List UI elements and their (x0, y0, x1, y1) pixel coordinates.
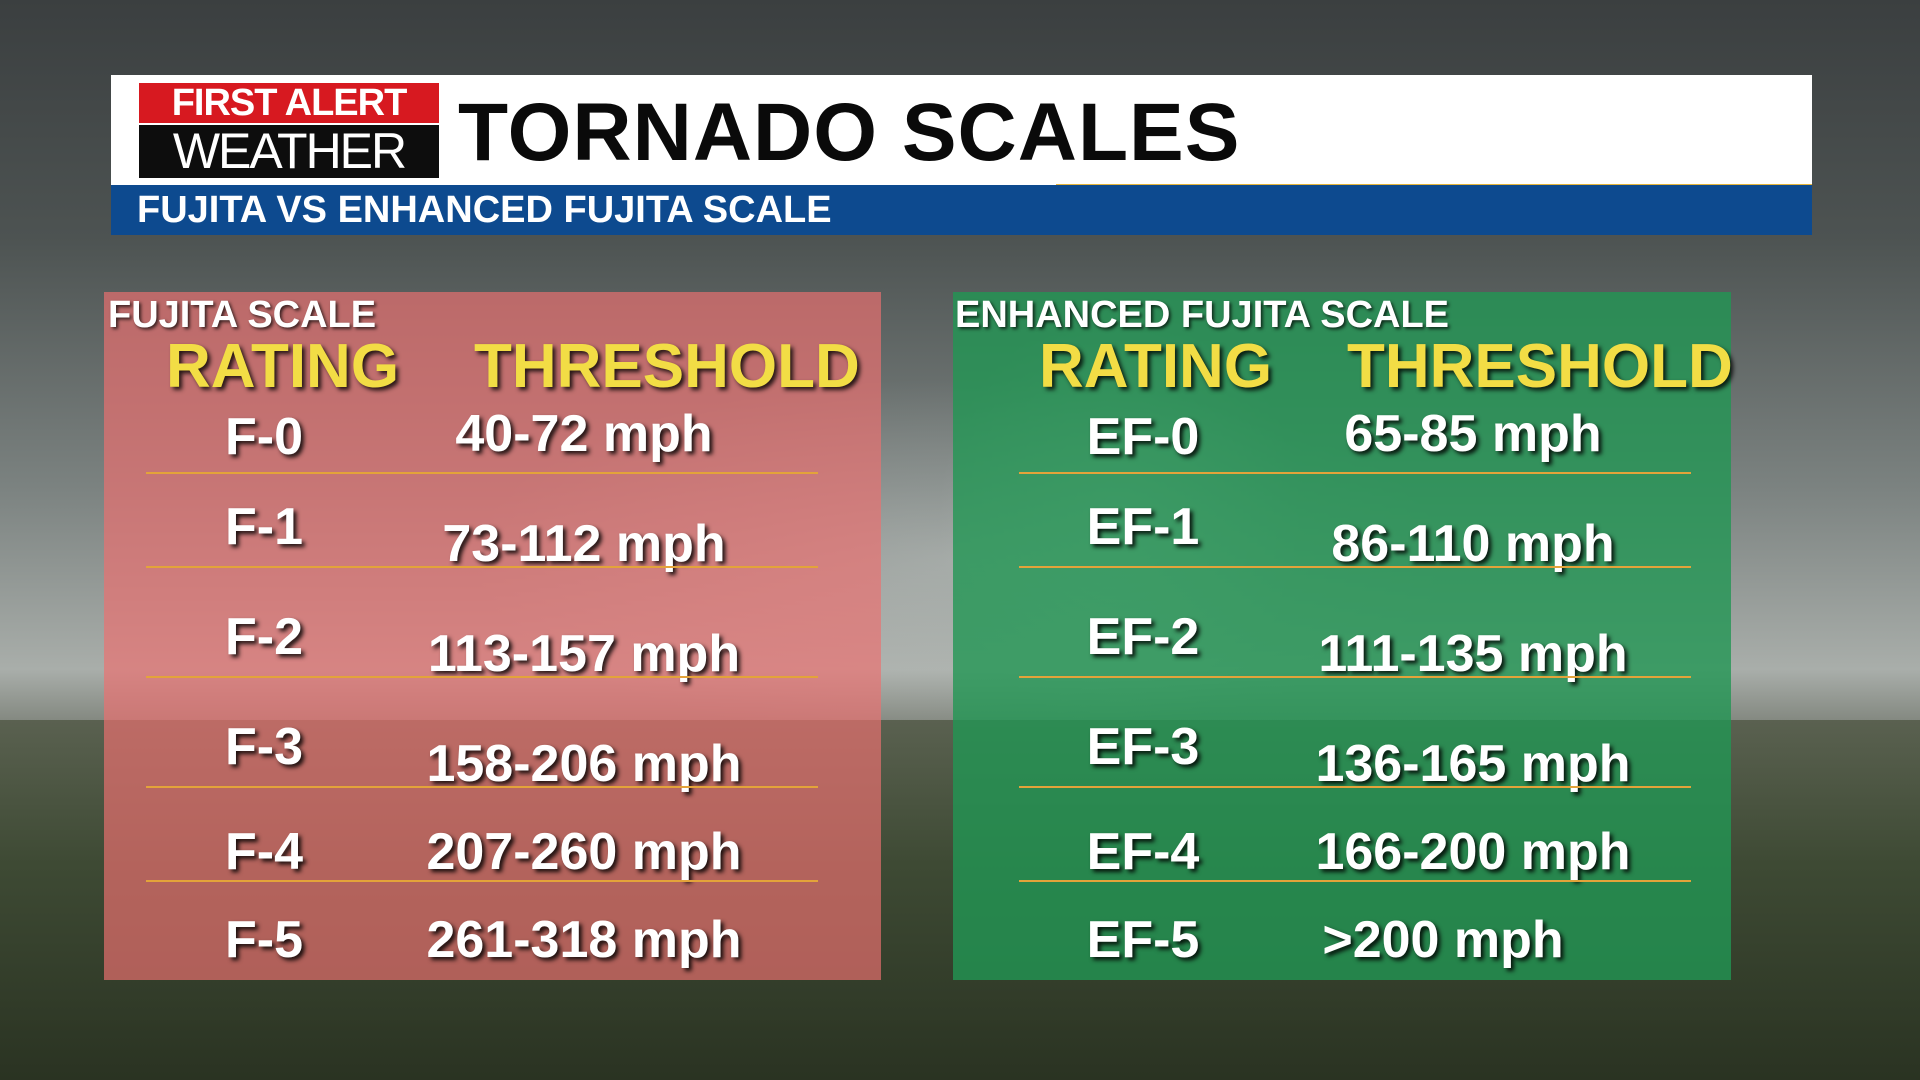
enhanced-rating: EF-3 (1086, 718, 1200, 776)
fujita-rating: F-1 (225, 498, 303, 556)
enhanced-rating-header: RATING (1039, 332, 1273, 401)
fujita-rating: F-4 (225, 823, 303, 881)
fujita-rating-header: RATING (166, 332, 400, 401)
enhanced-rating: EF-0 (1086, 408, 1200, 466)
title-bar: FIRST ALERT WEATHER TORNADO SCALES (111, 75, 1812, 187)
enhanced-scale-title: ENHANCED FUJITA SCALE (955, 294, 1450, 336)
fujita-row-f2: F-2 113-157 mph (104, 607, 881, 687)
enhanced-threshold: 65-85 mph (1344, 405, 1602, 463)
subtitle-bar: FUJITA VS ENHANCED FUJITA SCALE (111, 185, 1812, 235)
enhanced-threshold-header: THRESHOLD (1347, 332, 1733, 401)
enhanced-row-ef5: EF-5 >200 mph (953, 910, 1731, 990)
fujita-row-f1: F-1 73-112 mph (104, 497, 881, 577)
enhanced-row-ef1: EF-1 86-110 mph (953, 497, 1731, 577)
row-divider (1019, 880, 1691, 882)
fujita-rating: F-5 (225, 911, 303, 969)
fujita-rating: F-2 (225, 608, 303, 666)
fujita-threshold: 158-206 mph (426, 735, 742, 793)
page-title: TORNADO SCALES (458, 87, 1241, 178)
fujita-row-f3: F-3 158-206 mph (104, 717, 881, 797)
fujita-threshold: 40-72 mph (455, 405, 713, 463)
row-divider (146, 472, 818, 474)
enhanced-threshold: 166-200 mph (1315, 823, 1631, 881)
fujita-threshold-header: THRESHOLD (474, 332, 860, 401)
enhanced-threshold: 136-165 mph (1315, 735, 1631, 793)
row-divider (1019, 472, 1691, 474)
first-alert-weather-logo: FIRST ALERT WEATHER (139, 83, 439, 178)
enhanced-rating: EF-1 (1086, 498, 1200, 556)
enhanced-row-ef3: EF-3 136-165 mph (953, 717, 1731, 797)
page-subtitle: FUJITA VS ENHANCED FUJITA SCALE (137, 189, 832, 231)
row-divider (146, 566, 818, 568)
row-divider (146, 880, 818, 882)
enhanced-rating: EF-4 (1086, 823, 1200, 881)
enhanced-rating: EF-5 (1086, 911, 1200, 969)
row-divider (1019, 676, 1691, 678)
logo-top-text: FIRST ALERT (139, 83, 439, 123)
enhanced-row-ef2: EF-2 111-135 mph (953, 607, 1731, 687)
fujita-scale-title: FUJITA SCALE (108, 294, 377, 336)
fujita-row-f0: F-0 40-72 mph (104, 402, 881, 482)
logo-bottom-text: WEATHER (139, 125, 439, 178)
fujita-rating: F-3 (225, 718, 303, 776)
row-divider (146, 786, 818, 788)
fujita-scale-panel: FUJITA SCALE RATING THRESHOLD F-0 40-72 … (104, 292, 881, 980)
enhanced-row-ef0: EF-0 65-85 mph (953, 402, 1731, 482)
enhanced-row-ef4: EF-4 166-200 mph (953, 822, 1731, 902)
fujita-threshold: 113-157 mph (427, 625, 741, 683)
fujita-threshold: 261-318 mph (426, 911, 742, 969)
row-divider (1019, 786, 1691, 788)
fujita-row-f5: F-5 261-318 mph (104, 910, 881, 990)
enhanced-rating: EF-2 (1086, 608, 1200, 666)
enhanced-fujita-scale-panel: ENHANCED FUJITA SCALE RATING THRESHOLD E… (953, 292, 1733, 980)
enhanced-threshold: 86-110 mph (1331, 515, 1615, 573)
row-divider (1019, 566, 1691, 568)
row-divider (146, 676, 818, 678)
fujita-row-f4: F-4 207-260 mph (104, 822, 881, 902)
fujita-threshold: 207-260 mph (426, 823, 742, 881)
enhanced-threshold: 111-135 mph (1318, 625, 1628, 683)
fujita-threshold: 73-112 mph (442, 515, 726, 573)
enhanced-threshold: >200 mph (1322, 911, 1564, 969)
fujita-rating: F-0 (225, 408, 303, 466)
